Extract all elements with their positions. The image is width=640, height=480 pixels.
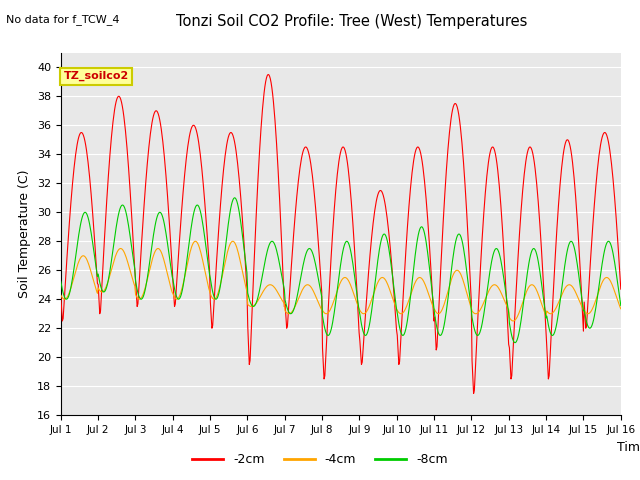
- Y-axis label: Soil Temperature (C): Soil Temperature (C): [19, 170, 31, 298]
- Text: Tonzi Soil CO2 Profile: Tree (West) Temperatures: Tonzi Soil CO2 Profile: Tree (West) Temp…: [176, 14, 528, 29]
- Text: TZ_soilco2: TZ_soilco2: [63, 71, 129, 81]
- X-axis label: Time: Time: [616, 441, 640, 454]
- Text: No data for f_TCW_4: No data for f_TCW_4: [6, 14, 120, 25]
- Legend: -2cm, -4cm, -8cm: -2cm, -4cm, -8cm: [187, 448, 453, 471]
